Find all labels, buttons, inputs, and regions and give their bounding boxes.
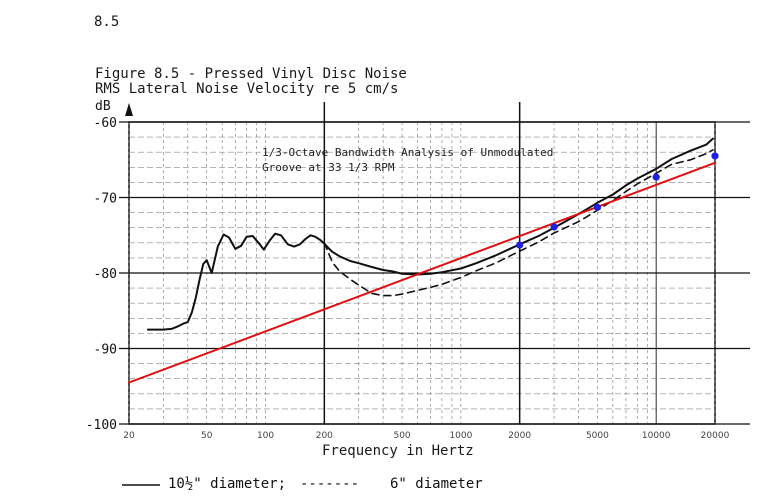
- data-point: [550, 223, 558, 231]
- data-point: [711, 152, 719, 160]
- y-tick-label: -90: [94, 343, 117, 358]
- fit-line: [128, 161, 716, 384]
- figure-title: Figure 8.5 - Pressed Vinyl Disc Noise: [95, 66, 407, 82]
- x-tick-label: 1000: [449, 431, 472, 441]
- x-tick-label: 100: [257, 431, 274, 441]
- figure-subtitle: RMS Lateral Noise Velocity re 5 cm/s: [95, 81, 399, 97]
- x-tick-label: 500: [393, 431, 410, 441]
- y-tick-label: -80: [94, 267, 117, 282]
- x-axis-label: Frequency in Hertz: [322, 443, 474, 459]
- x-tick-label: 200: [316, 431, 333, 441]
- legend-dashed-label: 6" diameter: [390, 476, 483, 492]
- y-tick-label: -60: [94, 116, 117, 131]
- y-axis-unit: dB: [95, 99, 111, 114]
- annotation-line-1: 1/3-Octave Bandwidth Analysis of Unmodul…: [262, 146, 553, 159]
- grid-major: [119, 102, 750, 425]
- series-layer: [128, 137, 719, 384]
- series-line-10in: [146, 137, 714, 331]
- y-ticks: -60 -70 -80 -90 -100: [86, 116, 117, 433]
- x-tick-label: 2000: [508, 431, 531, 441]
- legend-dashed-marker: -------: [300, 476, 360, 492]
- x-tick-label: 50: [201, 431, 213, 441]
- series-line-6in: [323, 149, 714, 297]
- legend: 10½" diameter; ------- 6" diameter: [0, 476, 771, 496]
- x-ticks: 20 50 100 200 500 1000 2000 5000 10000 20000: [123, 431, 729, 441]
- data-point: [516, 241, 524, 249]
- x-tick-label: 20000: [701, 431, 730, 441]
- data-point: [652, 173, 660, 181]
- page-number: 8.5: [94, 14, 120, 30]
- y-tick-label: -100: [86, 418, 117, 433]
- annotation-line-2: Groove at 33 1/3 RPM: [262, 161, 395, 174]
- legend-solid-label: 10½" diameter;: [168, 476, 287, 492]
- x-tick-label: 10000: [642, 431, 671, 441]
- data-point: [593, 203, 601, 211]
- x-tick-label: 5000: [586, 431, 609, 441]
- y-axis-arrow: [125, 103, 133, 116]
- x-tick-label: 20: [123, 431, 135, 441]
- y-tick-label: -70: [94, 192, 117, 207]
